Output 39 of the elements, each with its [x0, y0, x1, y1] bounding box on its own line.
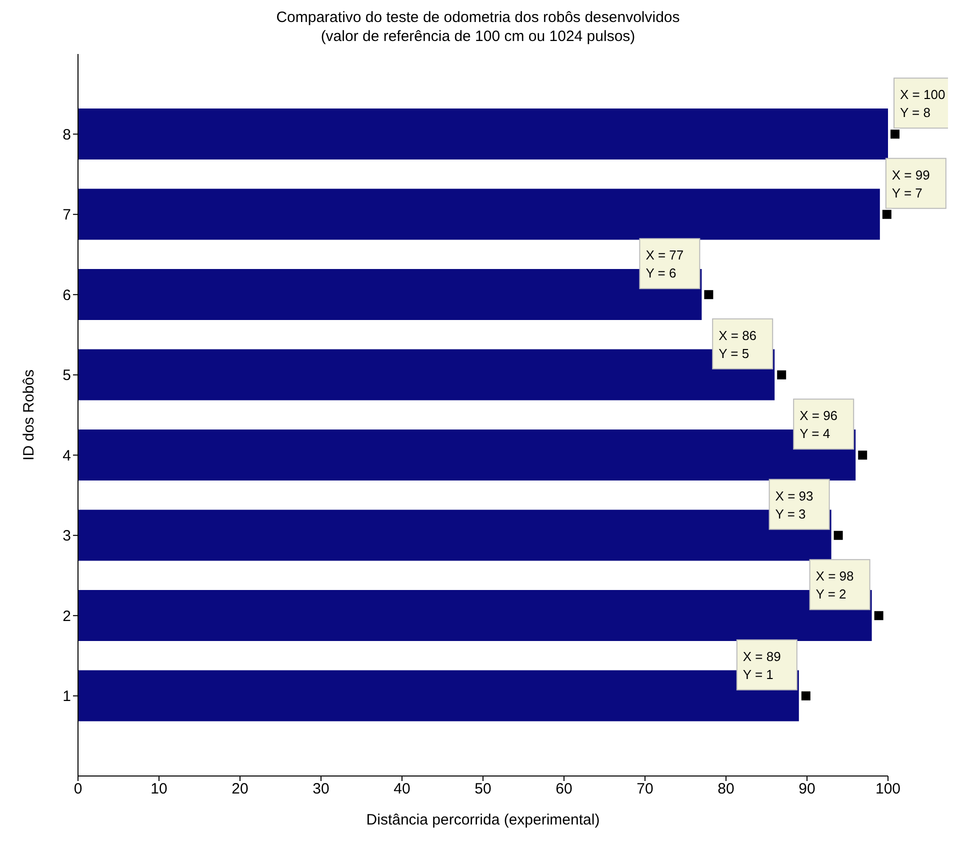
y-axis-title: ID dos Robôs: [20, 370, 38, 460]
y-tick-label: 7: [62, 206, 71, 224]
bar: [78, 590, 872, 641]
y-tick-label: 8: [62, 126, 71, 144]
x-tick-label: 30: [312, 780, 330, 798]
annotation: X = 89 Y = 1: [742, 648, 781, 682]
bar: [78, 510, 832, 561]
bar: [78, 670, 799, 722]
annotation: X = 98 Y = 2: [816, 568, 854, 602]
annotation: X = 99 Y = 7: [892, 167, 930, 200]
x-tick-label: 20: [232, 780, 248, 798]
annotation: X = 96 Y = 4: [800, 408, 838, 442]
chart-title: Comparativo do teste de odometria dos robôs desenvolvidos: [275, 8, 681, 27]
y-tick-label: 6: [62, 286, 71, 304]
x-tick-label: 40: [394, 780, 410, 798]
y-tick-label: 2: [62, 608, 71, 625]
y-tick-label: 1: [62, 688, 71, 706]
x-tick-label: 50: [474, 780, 492, 798]
annotation: X = 100 Y = 8: [900, 87, 946, 120]
annotation: X = 86 Y = 5: [718, 328, 757, 361]
y-tick-label: 5: [62, 367, 71, 384]
bar: [78, 108, 888, 160]
x-tick-label: 90: [798, 780, 816, 798]
x-axis-title: Distância percorrida (experimental): [366, 812, 600, 829]
x-tick-label: 100: [875, 780, 901, 798]
x-tick-label: 10: [150, 780, 168, 798]
chart-subtitle: (valor de referência de 100 cm ou 1024 pulsos): [320, 27, 636, 46]
x-tick-label: 60: [556, 780, 572, 798]
y-tick-label: 4: [62, 447, 71, 464]
bar: [78, 268, 702, 320]
y-tick-label: 3: [62, 528, 71, 545]
x-tick-label: 80: [718, 780, 734, 798]
annotation: X = 77 Y = 6: [646, 248, 684, 281]
x-tick-label: 70: [636, 780, 654, 798]
bar: [78, 429, 856, 480]
annotation: X = 93 Y = 3: [775, 488, 814, 522]
x-tick-label: 0: [74, 780, 82, 798]
bar: [78, 349, 775, 400]
bar: [78, 188, 880, 240]
